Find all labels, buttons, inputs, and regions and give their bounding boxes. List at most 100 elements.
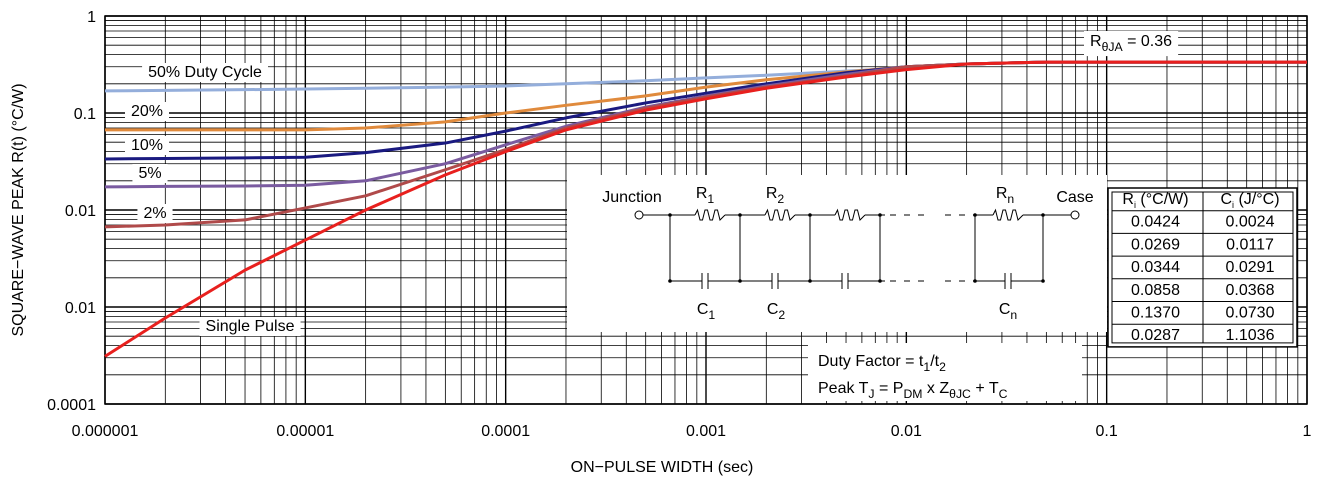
- subscript: 2: [939, 360, 946, 374]
- text-part: C: [697, 301, 709, 318]
- subscript: J: [868, 387, 874, 401]
- node: [878, 213, 882, 217]
- annotation: RθJA = 0.36: [1090, 33, 1172, 54]
- node: [808, 213, 812, 217]
- subscript: θJA: [1102, 40, 1124, 54]
- y-tick-label: 0.0001: [47, 397, 96, 414]
- plot-frame: [104, 15, 1308, 405]
- text-part: + T: [971, 380, 999, 397]
- table-cell: 0.0344: [1131, 259, 1180, 276]
- capacitor-label: C1: [697, 301, 716, 322]
- table-cell: 0.0424: [1131, 214, 1180, 231]
- text-part: R: [996, 185, 1008, 202]
- terminal: [634, 210, 644, 220]
- case-label: Case: [1056, 189, 1093, 206]
- subscript: C: [999, 387, 1008, 401]
- y-tick-label: 1: [87, 9, 96, 26]
- x-tick-label: 0.0001: [481, 423, 530, 440]
- series-line: [104, 60, 1307, 358]
- table-cell: 0.0858: [1131, 282, 1180, 299]
- subscript: i: [1232, 200, 1234, 210]
- subscript: n: [1007, 192, 1014, 206]
- subscript: 1: [923, 360, 930, 374]
- junction-label: Junction: [602, 189, 662, 206]
- series-label: 2%: [143, 205, 166, 222]
- subscript: 2: [778, 308, 785, 322]
- resistor-label: R1: [696, 185, 715, 206]
- text-part: (°C/W): [1136, 191, 1189, 208]
- subscript: DM: [903, 387, 922, 401]
- text-part: (J/°C): [1234, 191, 1280, 208]
- node: [668, 279, 672, 283]
- resistor: [992, 208, 1024, 221]
- resistor: [764, 208, 796, 221]
- text-part: C: [1220, 191, 1232, 208]
- subscript: i: [1134, 200, 1136, 210]
- table-cell: 0.0287: [1131, 327, 1180, 344]
- curves: [104, 60, 1307, 358]
- table-cell: 1.1036: [1226, 327, 1275, 344]
- node: [738, 279, 742, 283]
- x-tick-label: 0.001: [686, 423, 726, 440]
- capacitor-label: Cn: [999, 301, 1018, 322]
- text-part: R: [766, 185, 778, 202]
- text-part: Duty Factor = t: [818, 353, 924, 370]
- text-part: Peak T: [818, 380, 869, 397]
- series-label: 10%: [131, 137, 163, 154]
- label-box: [132, 164, 168, 183]
- node: [738, 213, 742, 217]
- table-cell: 0.0269: [1131, 236, 1180, 253]
- label-box: [142, 63, 269, 82]
- y-tick-label: 0.01: [65, 203, 96, 220]
- text-part: C: [767, 301, 779, 318]
- node: [668, 213, 672, 217]
- text-part: = P: [875, 380, 904, 397]
- y-tick-label: 0.01: [65, 300, 96, 317]
- note: Duty Factor = t1/t2: [818, 353, 946, 374]
- capacitor-label: C2: [767, 301, 786, 322]
- subscript: n: [1010, 308, 1017, 322]
- overlay: 50% Duty Cycle 20% 10% 5% 2% Single Pulse RθJA…: [124, 31, 1298, 401]
- text-part: = 0.36: [1123, 33, 1172, 50]
- notes-box: [808, 343, 1082, 401]
- node: [973, 279, 977, 283]
- resistor: [834, 208, 866, 221]
- label-box: [137, 204, 173, 223]
- y-tick-label: 0.1: [74, 106, 96, 123]
- text-part: R: [1090, 33, 1102, 50]
- x-tick-label: 0.00001: [276, 423, 334, 440]
- x-tick-label: 0.000001: [72, 423, 139, 440]
- subscript: 1: [707, 192, 714, 206]
- table-cell: 0.0117: [1226, 236, 1274, 253]
- subscript: 2: [777, 192, 784, 206]
- resistor-label: R2: [766, 185, 785, 206]
- series-label: 5%: [138, 165, 161, 182]
- series-label: Single Pulse: [206, 318, 295, 335]
- subscript: θJC: [949, 387, 971, 401]
- node: [1041, 279, 1045, 283]
- text-part: /t: [930, 353, 939, 370]
- table-header: Ri (°C/W): [1122, 191, 1188, 210]
- text-part: x Z: [922, 380, 949, 397]
- node: [973, 213, 977, 217]
- note: Peak TJ = PDM x ZθJC + TC: [818, 380, 1008, 401]
- text-part: R: [1122, 191, 1134, 208]
- table-cell: 0.0368: [1226, 282, 1275, 299]
- resistor: [694, 208, 726, 221]
- subscript: 1: [708, 308, 715, 322]
- table-header: Ci (J/°C): [1220, 191, 1279, 210]
- resistor-label: Rn: [996, 185, 1015, 206]
- label-box: [1084, 31, 1179, 57]
- y-axis-title: SQUARE−WAVE PEAK R(t) (°C/W): [10, 83, 27, 336]
- label-box: [124, 102, 170, 121]
- node: [878, 279, 882, 283]
- label-box: [124, 136, 170, 155]
- x-tick-label: 1: [1303, 423, 1312, 440]
- x-tick-label: 0.1: [1096, 423, 1118, 440]
- x-tick-label: 0.01: [891, 423, 922, 440]
- terminal: [1070, 210, 1080, 220]
- series-label: 50% Duty Cycle: [148, 64, 262, 81]
- text-part: C: [999, 301, 1011, 318]
- label-box: [199, 317, 301, 336]
